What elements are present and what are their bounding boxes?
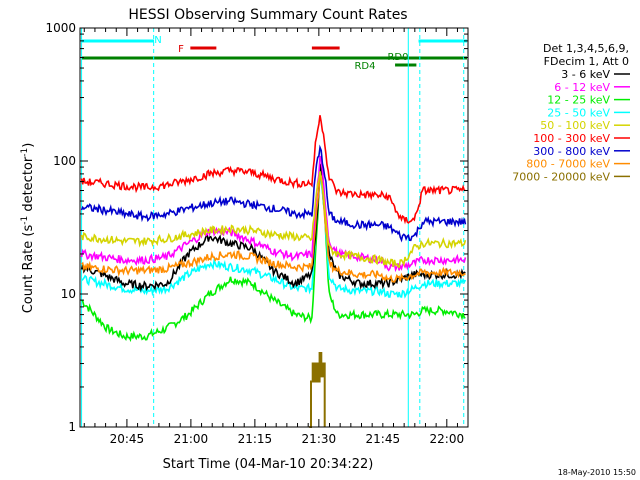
series-300-800kev — [80, 144, 467, 243]
x-tick-label: 21:15 — [238, 432, 273, 446]
series-100-300kev — [80, 115, 466, 225]
legend: Det 1,3,4,5,6,9, FDecim 1, Att 0 3 - 6 k… — [512, 42, 630, 183]
legend-item-label: 300 - 800 keV — [533, 145, 610, 158]
x-tick-label: 21:30 — [302, 432, 337, 446]
series-line — [80, 155, 467, 273]
x-tick-label: 21:00 — [174, 432, 209, 446]
series-25-50kev — [81, 177, 467, 299]
legend-item-label: 6 - 12 keV — [554, 81, 610, 94]
legend-header-line-2: FDecim 1, Att 0 — [544, 55, 629, 68]
flag-n-label: N — [154, 35, 161, 46]
legend-header-line-1: Det 1,3,4,5,6,9, — [543, 42, 629, 55]
series-line — [80, 163, 466, 293]
series-line — [81, 173, 466, 283]
flag-lines: N F RD0 RD4 — [81, 35, 467, 72]
y-tick-label: 1000 — [45, 21, 76, 35]
legend-item-label: 7000 - 20000 keV — [512, 170, 610, 183]
flag-rd0-label: RD0 — [387, 52, 408, 63]
y-axis-label: Count Rate (s-1 detector-1) — [20, 143, 36, 314]
series-50-100kev — [80, 171, 467, 269]
vertical-markers — [81, 28, 465, 427]
series-line — [80, 144, 467, 243]
series-line — [80, 171, 467, 269]
series-line — [309, 352, 326, 428]
flag-rd4-label: RD4 — [354, 61, 375, 72]
plot-frame — [79, 27, 469, 428]
x-axis: 20:45 21:00 21:15 21:30 21:45 22:00 — [83, 28, 465, 446]
y-axis: 1 10 100 1000 — [45, 21, 468, 434]
date-stamp: 18-May-2010 15:50 — [558, 468, 636, 477]
data-series — [80, 115, 467, 428]
series-800-7000kev — [81, 173, 466, 283]
y-tick-label: 1 — [68, 420, 76, 434]
x-axis-label: Start Time (04-Mar-10 20:34:22) — [163, 457, 374, 472]
series-line — [81, 173, 466, 343]
legend-item-label: 3 - 6 keV — [561, 68, 610, 81]
series-line — [80, 115, 466, 225]
y-tick-label: 100 — [53, 154, 76, 168]
series-12-25kev — [81, 173, 466, 343]
series-3-6kev — [80, 163, 466, 293]
legend-item-label: 100 - 300 keV — [533, 132, 610, 145]
legend-item-label: 800 - 7000 keV — [526, 158, 610, 171]
x-tick-label: 21:45 — [366, 432, 401, 446]
x-tick-label: 22:00 — [430, 432, 465, 446]
legend-item-label: 50 - 100 keV — [540, 119, 610, 132]
y-tick-label: 10 — [61, 287, 76, 301]
legend-item-label: 25 - 50 keV — [547, 106, 610, 119]
x-tick-label: 20:45 — [110, 432, 145, 446]
flag-f-label: F — [178, 44, 184, 55]
series-7000-20000kev — [309, 352, 326, 428]
series-line — [81, 177, 467, 299]
legend-item-label: 12 - 25 keV — [547, 94, 610, 107]
chart-title: HESSI Observing Summary Count Rates — [128, 7, 407, 23]
series-6-12kev — [80, 155, 467, 273]
